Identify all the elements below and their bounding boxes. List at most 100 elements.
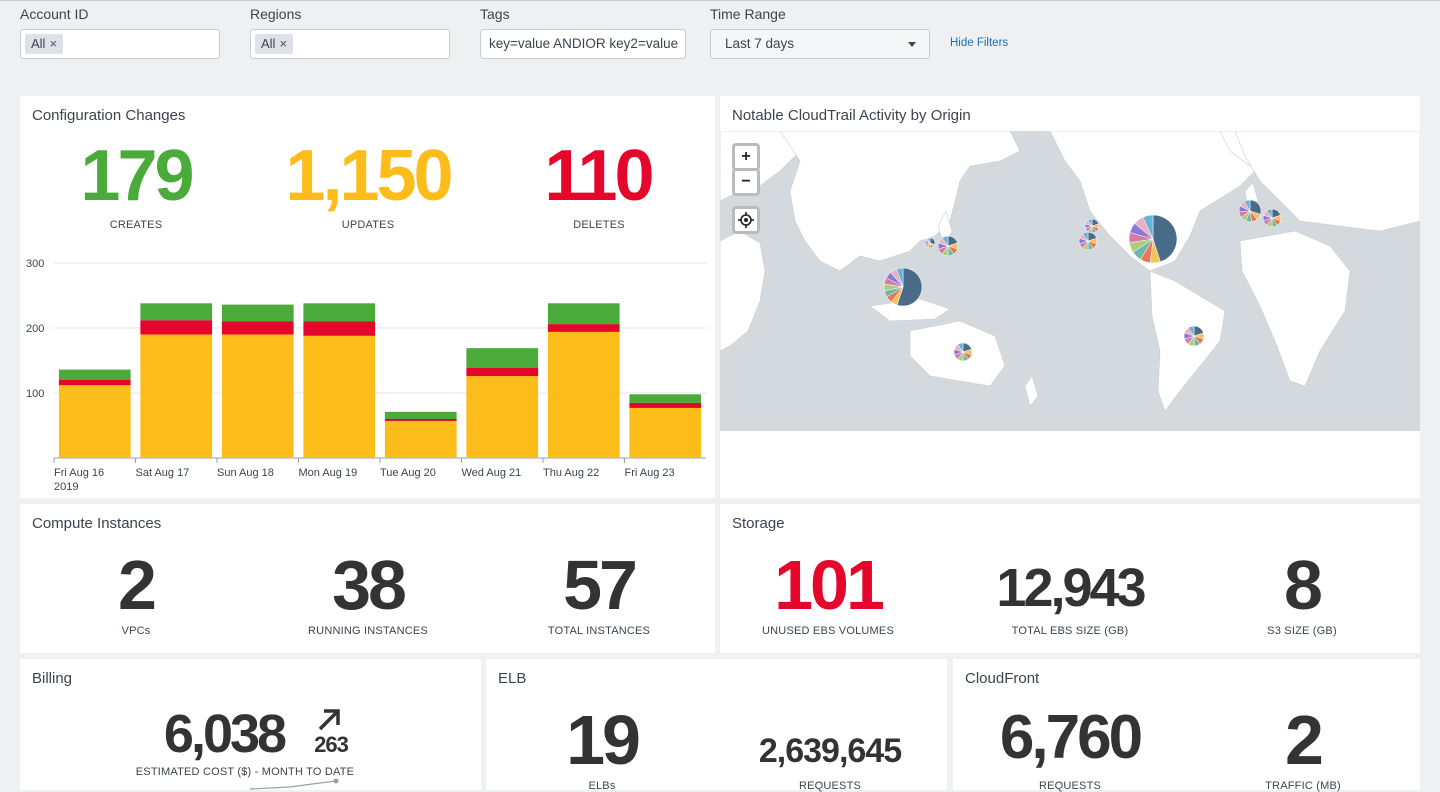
bar-segment-deletes [221,321,294,335]
cloudfront-panel: CloudFront 6,760 REQUESTS 2 TRAFFIC (MB) [953,659,1420,792]
x-tick-label: Sun Aug 18 [217,467,274,479]
updates-value: 1,150 [285,136,453,216]
bar-segment-updates [303,335,376,458]
unused-ebs-label: UNUSED EBS VOLUMES [762,625,894,637]
bar-segment-updates [384,420,457,458]
total-ebs-label: TOTAL EBS SIZE (GB) [1011,625,1129,637]
pie-slice [896,267,923,307]
panel-title: Compute Instances [32,515,162,532]
bar-segment-updates [466,376,539,458]
pie-slice [1087,218,1093,227]
tags-input[interactable]: key=value ANDIOR key2=value [480,29,686,59]
panel-title: Billing [32,670,73,687]
elb-requests-value: 2,639,645 [758,732,902,770]
running-instances-label: RUNNING INSTANCES [308,625,428,637]
x-tick-label: Sat Aug 17 [136,467,190,479]
pie-slice [896,267,904,288]
world-map[interactable]: + − [720,131,1420,431]
bar-segment-creates [221,304,294,322]
configuration-changes-chart: 100 200 300 Fri Aug 16 2019 Sat Aug 17 Sun Aug… [26,258,706,491]
total-instances-label: TOTAL INSTANCES [547,625,651,637]
deletes-label: DELETES [573,219,625,231]
elbs-label: ELBs [588,780,616,792]
y-tick-label: 300 [26,258,44,270]
bar-segment-deletes [140,320,213,335]
bar-segment-creates [547,303,620,325]
cloudfront-requests-label: REQUESTS [1038,780,1102,792]
bar-segment-deletes [384,419,457,421]
bar-segment-creates [58,369,131,380]
billing-panel: Billing 6,038 263 ESTIMATED COST ($) - M… [20,659,481,790]
regions-label: Regions [250,6,302,22]
recenter-button[interactable] [732,206,760,234]
bar-segment-creates [466,348,539,368]
remove-token-icon[interactable]: × [279,36,288,51]
tags-input-value: key=value ANDIOR key2=value [489,36,679,51]
bar-segment-creates [140,303,213,321]
x-tick-label: Thu Aug 22 [543,467,599,479]
account-id-token[interactable]: All × [25,34,64,54]
hide-filters-link[interactable]: Hide Filters [950,37,1009,49]
regions-token[interactable]: All × [255,34,294,54]
cost-delta-value: 263 [314,732,349,757]
total-instances-value: 57 [563,546,638,624]
asia-landmass [779,131,1021,272]
cloudtrail-activity-panel: Notable CloudTrail Activity by Origin [720,96,1420,498]
x-tick-label: Mon Aug 19 [299,467,358,479]
zoom-out-button[interactable]: − [732,168,760,196]
regions-input[interactable]: All × [250,29,450,59]
x-tick-label: Tue Aug 20 [380,467,436,479]
pie-slice [1243,199,1251,212]
token-label: All [31,36,46,51]
pie-slice [1266,208,1273,219]
traffic-label: TRAFFIC (MB) [1265,780,1341,792]
creates-value: 179 [80,136,194,216]
panel-title: ELB [498,670,527,687]
cost-sparkline [250,778,339,790]
europe-east-landmass [1234,131,1420,232]
bar-segment-creates [629,394,702,403]
zoom-in-button[interactable]: + [732,143,760,171]
panel-title: Storage [732,515,785,532]
pie-slice [1187,325,1195,337]
bar-segment-updates [140,334,213,458]
vpcs-label: VPCs [121,625,151,637]
token-label: All [261,36,276,51]
creates-label: CREATES [109,219,163,231]
pie-slice [1142,214,1154,240]
vpcs-value: 2 [118,546,157,624]
bar-segment-updates [629,407,702,458]
y-tick-label: 200 [26,323,44,335]
bar-segment-deletes [629,402,702,408]
x-tick-label: Fri Aug 16 [54,467,104,479]
bar-segment-deletes [58,380,131,386]
updates-label: UPDATES [341,219,395,231]
elb-panel: ELB 19 ELBs 2,639,645 REQUESTS [486,659,947,792]
pie-slice [1152,214,1178,263]
arrow-up-right-icon [318,709,340,731]
world-map-svg [720,131,1420,412]
account-id-label: Account ID [20,6,89,22]
cloudfront-requests-value: 6,760 [999,703,1143,772]
bar-segment-deletes [466,367,539,377]
x-tick-year-label: 2019 [54,481,78,491]
target-icon [738,212,754,228]
chevron-down-icon [908,42,916,47]
panel-title: Notable CloudTrail Activity by Origin [732,107,971,124]
bar-segment-updates [547,331,620,458]
time-range-select[interactable]: Last 7 days [710,29,930,59]
time-range-value: Last 7 days [725,36,795,51]
configuration-changes-panel: Configuration Changes 179 CREATES 1,150 … [20,96,715,498]
x-tick-label: Fri Aug 23 [625,467,675,479]
time-range-label: Time Range [710,6,786,22]
compute-instances-panel: Compute Instances 2 VPCs 38 RUNNING INST… [20,504,715,653]
storage-panel: Storage 101 UNUSED EBS VOLUMES 12,943 TO… [720,504,1420,653]
remove-token-icon[interactable]: × [49,36,58,51]
s3-size-value: 8 [1284,546,1323,624]
bar-segment-updates [221,334,294,458]
unused-ebs-value: 101 [774,546,885,624]
account-id-input[interactable]: All × [20,29,220,59]
panel-title: CloudFront [965,670,1040,687]
x-tick-label: Wed Aug 21 [462,467,522,479]
tags-label: Tags [480,6,510,22]
